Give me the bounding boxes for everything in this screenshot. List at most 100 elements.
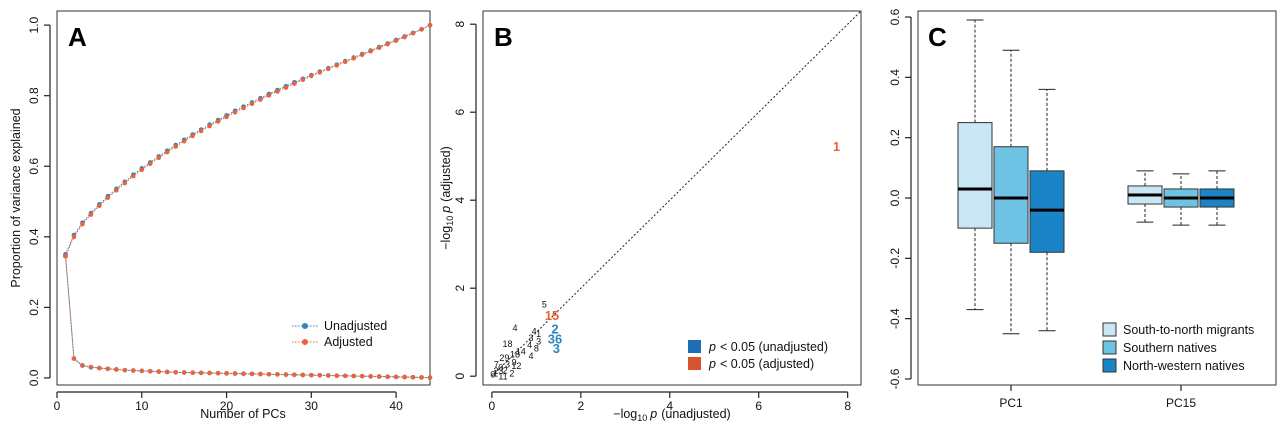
- data-point-adjusted: [130, 368, 136, 373]
- y-tick-label: 0.6: [888, 8, 902, 25]
- data-point-adjusted: [427, 375, 433, 380]
- data-point-adjusted: [164, 369, 170, 375]
- y-tick-label: 0.8: [27, 87, 41, 104]
- panel-a-legend: Unadjusted Adjusted: [292, 319, 387, 349]
- panel-b-diagonal-line: [491, 10, 862, 377]
- point-label: 9: [512, 357, 517, 367]
- y-tick-label: 0.0: [27, 369, 41, 386]
- data-point-adjusted: [376, 374, 382, 379]
- legend-label: Southern natives: [1123, 341, 1217, 355]
- series-line-adjusted-cumulative: [65, 24, 431, 257]
- point-label: 3: [505, 360, 510, 370]
- y-tick-label: 2: [453, 285, 467, 292]
- data-point-adjusted: [351, 55, 357, 61]
- data-point-adjusted: [130, 173, 136, 179]
- legend-marker-adjusted: [302, 339, 308, 345]
- point-label: 4: [527, 340, 532, 350]
- panel-a-series: [63, 22, 433, 380]
- panel-b-legend: p < 0.05 (unadjusted) p < 0.05 (adjusted): [688, 340, 828, 371]
- legend-swatch-adjusted: [688, 357, 701, 370]
- point-label: 36: [548, 332, 562, 347]
- data-point-adjusted: [241, 371, 246, 377]
- legend-label-adjusted: Adjusted: [324, 335, 373, 349]
- data-point-adjusted: [300, 77, 306, 83]
- data-point-adjusted: [249, 371, 255, 377]
- data-point-adjusted: [122, 367, 128, 373]
- data-point-adjusted: [105, 366, 111, 372]
- data-point-adjusted: [334, 63, 340, 68]
- y-tick-label: 0.4: [27, 228, 41, 245]
- x-tick-label: 10: [135, 399, 149, 413]
- point-label: 1: [493, 368, 498, 378]
- data-point-adjusted: [292, 81, 297, 86]
- point-label: 4: [529, 351, 534, 361]
- series-line-unadjusted-individual: [64, 254, 431, 379]
- point-label: 0: [498, 363, 503, 373]
- panel-a-x-label: Number of PCs: [200, 407, 285, 421]
- data-point-adjusted: [342, 373, 348, 379]
- data-point-adjusted: [71, 234, 77, 240]
- data-point-adjusted: [359, 373, 365, 379]
- data-point-adjusted: [156, 369, 162, 374]
- data-point-adjusted: [368, 374, 373, 379]
- y-tick-label: 1.0: [27, 16, 41, 33]
- data-point-adjusted: [224, 371, 229, 376]
- data-point-adjusted: [419, 27, 424, 32]
- data-point-adjusted: [147, 368, 153, 374]
- point-label: 2: [503, 365, 508, 375]
- legend-label-unadjusted: Unadjusted: [324, 319, 387, 333]
- data-point-adjusted: [249, 101, 255, 107]
- data-point-adjusted: [164, 149, 170, 155]
- point-label: 7: [494, 360, 499, 370]
- x-tick-label: 40: [389, 399, 403, 413]
- data-point-adjusted: [97, 203, 102, 209]
- data-point-adjusted: [325, 373, 331, 378]
- y-tick-label: 6: [453, 109, 467, 116]
- data-point-adjusted: [88, 364, 94, 370]
- data-point-adjusted: [232, 371, 238, 376]
- data-point-adjusted: [402, 374, 407, 380]
- data-point-adjusted: [114, 367, 119, 372]
- y-tick-label: 0.2: [888, 129, 902, 146]
- panel-b-y-axis: 0 2 4 6 8: [453, 21, 477, 380]
- y-tick-label: 4: [453, 197, 467, 204]
- point-label: 2: [551, 321, 558, 336]
- x-tick-label: 0: [489, 399, 496, 413]
- data-point-adjusted: [385, 41, 390, 47]
- data-point-adjusted: [105, 195, 111, 200]
- point-label: 3: [553, 341, 560, 356]
- data-point-adjusted: [198, 370, 204, 376]
- data-point-adjusted: [114, 187, 119, 193]
- data-point-adjusted: [317, 372, 323, 378]
- data-point-adjusted: [258, 97, 263, 102]
- point-label: 3: [536, 336, 541, 346]
- panel-a-x-axis: 0 10 20 30 40: [54, 391, 403, 413]
- data-point-adjusted: [215, 370, 221, 376]
- series-line-adjusted-individual: [64, 256, 431, 379]
- data-point-adjusted: [283, 372, 289, 377]
- data-point-adjusted: [334, 373, 340, 378]
- point-label: 18: [502, 339, 512, 349]
- x-tick-label: 0: [54, 399, 61, 413]
- data-point-adjusted: [351, 373, 357, 379]
- point-label: 12: [511, 361, 521, 371]
- data-point-adjusted: [317, 70, 323, 75]
- legend-swatch: [1102, 358, 1117, 373]
- panel-b-y-label: −log10p(adjusted): [439, 146, 455, 250]
- data-point-adjusted: [207, 123, 212, 129]
- data-point-adjusted: [359, 52, 365, 58]
- box-southern: [993, 146, 1029, 244]
- legend-swatch: [1102, 340, 1117, 355]
- data-point-adjusted: [224, 114, 229, 120]
- series-line-unadjusted-cumulative: [65, 24, 431, 255]
- data-point-adjusted: [207, 370, 212, 376]
- data-point-adjusted: [181, 370, 187, 375]
- data-point-adjusted: [266, 371, 272, 377]
- data-point-adjusted: [190, 133, 195, 139]
- data-point-adjusted: [139, 368, 145, 374]
- point-label: 5: [542, 299, 547, 309]
- data-point-adjusted: [309, 372, 314, 378]
- x-tick-label: 30: [305, 399, 319, 413]
